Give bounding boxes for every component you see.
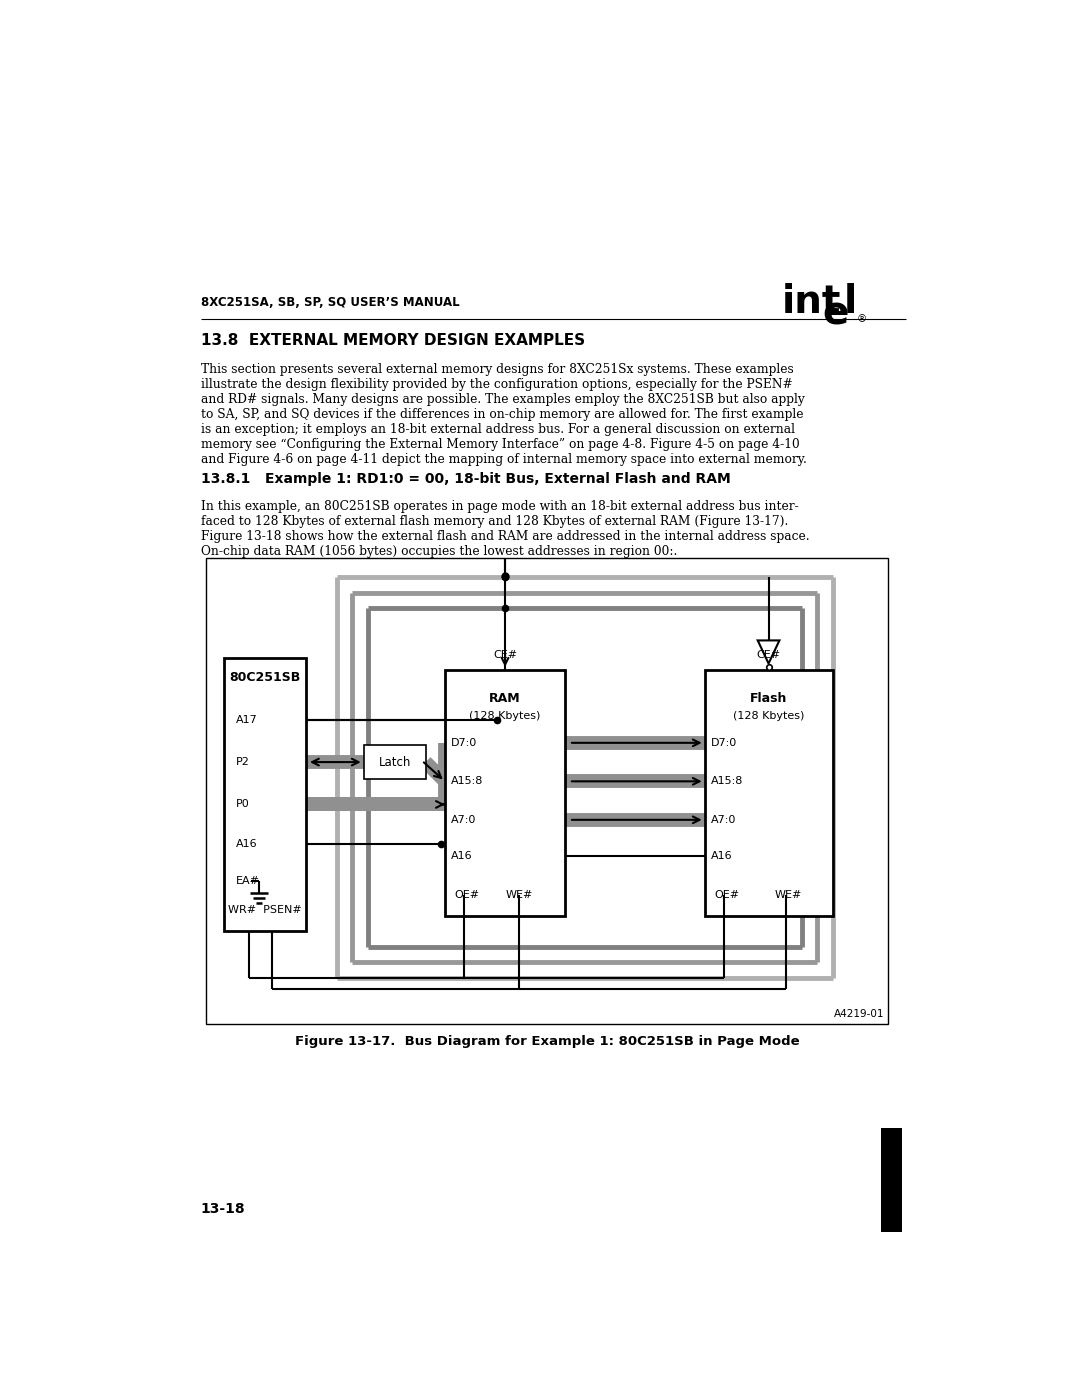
Text: illustrate the design flexibility provided by the configuration options, especia: illustrate the design flexibility provid… <box>201 379 793 391</box>
Text: OE#: OE# <box>455 890 480 900</box>
Text: is an exception; it employs an 18-bit external address bus. For a general discus: is an exception; it employs an 18-bit ex… <box>201 423 795 436</box>
Text: A15:8: A15:8 <box>451 777 484 787</box>
Text: EA#: EA# <box>235 876 260 887</box>
Text: A4219-01: A4219-01 <box>834 1009 885 1018</box>
Text: A16: A16 <box>235 840 257 849</box>
Text: Figure 13-17.  Bus Diagram for Example 1: 80C251SB in Page Mode: Figure 13-17. Bus Diagram for Example 1:… <box>295 1035 799 1048</box>
Text: 8XC251SA, SB, SP, SQ USER’S MANUAL: 8XC251SA, SB, SP, SQ USER’S MANUAL <box>201 296 459 309</box>
Text: WE#: WE# <box>774 890 801 900</box>
Text: and RD# signals. Many designs are possible. The examples employ the 8XC251SB but: and RD# signals. Many designs are possib… <box>201 393 805 407</box>
Text: Figure 13-18 shows how the external flash and RAM are addressed in the internal : Figure 13-18 shows how the external flas… <box>201 529 810 543</box>
Text: to SA, SP, and SQ devices if the differences in on-chip memory are allowed for. : to SA, SP, and SQ devices if the differe… <box>201 408 804 420</box>
Text: D7:0: D7:0 <box>451 738 477 747</box>
Text: 80C251SB: 80C251SB <box>229 671 300 685</box>
Text: Latch: Latch <box>378 756 410 768</box>
Text: A16: A16 <box>711 851 732 861</box>
Text: A7:0: A7:0 <box>711 814 737 824</box>
Text: 13-18: 13-18 <box>201 1201 245 1215</box>
Text: In this example, an 80C251SB operates in page mode with an 18-bit external addre: In this example, an 80C251SB operates in… <box>201 500 798 513</box>
Text: A16: A16 <box>451 851 473 861</box>
Bar <box>206 557 888 1024</box>
Text: This section presents several external memory designs for 8XC251Sx systems. Thes: This section presents several external m… <box>201 363 794 376</box>
Text: WE#: WE# <box>505 890 532 900</box>
Text: OE#: OE# <box>714 890 739 900</box>
Bar <box>364 745 426 780</box>
Text: l: l <box>845 284 858 321</box>
Text: A15:8: A15:8 <box>711 777 743 787</box>
Text: CE#: CE# <box>492 651 517 661</box>
Text: A7:0: A7:0 <box>451 814 476 824</box>
Text: Flash: Flash <box>750 693 787 705</box>
Text: P0: P0 <box>235 799 249 809</box>
Bar <box>445 669 565 916</box>
Bar <box>880 1127 902 1232</box>
Text: D7:0: D7:0 <box>711 738 737 747</box>
Text: 13.8.1   Example 1: RD1:0 = 00, 18-bit Bus, External Flash and RAM: 13.8.1 Example 1: RD1:0 = 00, 18-bit Bus… <box>201 472 731 486</box>
Text: On-chip data RAM (1056 bytes) occupies the lowest addresses in region 00:.: On-chip data RAM (1056 bytes) occupies t… <box>201 545 677 557</box>
Bar <box>704 669 833 916</box>
Text: (128 Kbytes): (128 Kbytes) <box>470 711 541 721</box>
Text: e: e <box>823 295 849 332</box>
Bar <box>225 658 306 932</box>
Text: memory see “Configuring the External Memory Interface” on page 4-8. Figure 4-5 o: memory see “Configuring the External Mem… <box>201 437 799 451</box>
Text: 13.8  EXTERNAL MEMORY DESIGN EXAMPLES: 13.8 EXTERNAL MEMORY DESIGN EXAMPLES <box>201 334 585 348</box>
Text: RAM: RAM <box>489 693 521 705</box>
Text: CE#: CE# <box>756 651 781 661</box>
Text: int: int <box>782 284 841 321</box>
Text: WR#  PSEN#: WR# PSEN# <box>228 905 301 915</box>
Text: A17: A17 <box>235 715 257 725</box>
Text: P2: P2 <box>235 757 249 767</box>
Text: faced to 128 Kbytes of external flash memory and 128 Kbytes of external RAM (Fig: faced to 128 Kbytes of external flash me… <box>201 515 788 528</box>
Text: (128 Kbytes): (128 Kbytes) <box>733 711 805 721</box>
Text: ®: ® <box>856 314 867 324</box>
Text: and Figure 4-6 on page 4-11 depict the mapping of internal memory space into ext: and Figure 4-6 on page 4-11 depict the m… <box>201 453 807 467</box>
